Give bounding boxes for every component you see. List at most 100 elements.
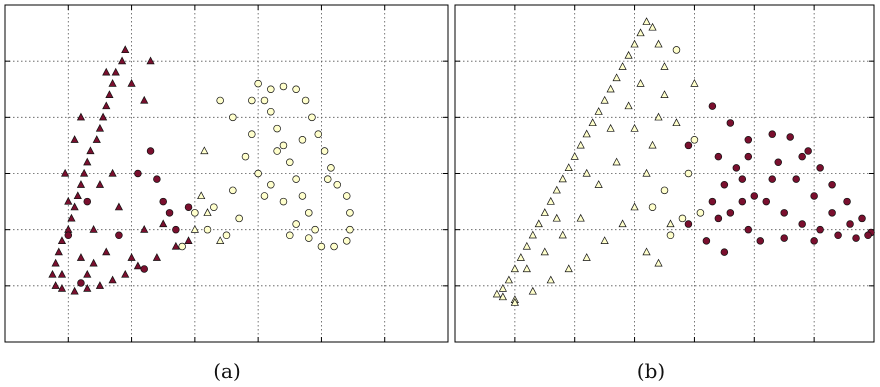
data-point-triangle (570, 152, 579, 160)
data-point-triangle (73, 191, 82, 200)
data-point-triangle (594, 180, 603, 188)
data-point-triangle (516, 253, 525, 261)
data-point-circle (279, 82, 288, 91)
data-point-triangle (83, 157, 92, 166)
data-point-triangle (108, 275, 117, 284)
data-point-circle (64, 231, 73, 240)
plot-frame (454, 4, 875, 343)
scatter-panel-b (454, 4, 875, 343)
data-point-triangle (510, 298, 519, 306)
scatter-panel-a (4, 4, 449, 343)
data-point-triangle (95, 281, 105, 289)
data-point-circle (324, 175, 332, 183)
data-point-triangle (95, 123, 105, 132)
data-point-circle (780, 209, 788, 217)
data-point-circle (292, 220, 300, 228)
data-point-triangle (612, 157, 621, 166)
data-point-circle (744, 136, 753, 144)
data-point-triangle (648, 22, 657, 31)
data-point-circle (210, 203, 218, 211)
data-point-triangle (54, 247, 63, 256)
data-point-triangle (630, 123, 639, 132)
data-point-triangle (540, 208, 549, 216)
data-point-circle (134, 169, 142, 178)
data-point-circle (346, 209, 354, 217)
data-point-triangle (76, 112, 86, 121)
data-point-triangle (534, 219, 543, 228)
data-point-triangle (105, 90, 114, 98)
data-point-circle (292, 85, 300, 93)
data-point-triangle (203, 208, 212, 216)
data-point-triangle (642, 17, 651, 25)
data-point-triangle (630, 39, 639, 48)
data-point-circle (678, 214, 687, 223)
data-point-triangle (552, 213, 561, 222)
data-point-circle (216, 96, 224, 105)
data-point-circle (286, 231, 294, 240)
data-point-triangle (216, 236, 225, 244)
data-point-circle (260, 96, 269, 105)
data-point-triangle (606, 84, 615, 93)
data-point-circle (810, 192, 818, 200)
data-point-circle (146, 147, 155, 155)
data-point-circle (762, 197, 771, 206)
data-point-circle (792, 175, 800, 183)
data-point-triangle (648, 140, 657, 149)
data-point-circle (298, 136, 307, 144)
data-point-circle (346, 225, 354, 234)
data-point-triangle (133, 261, 142, 270)
data-point-triangle (76, 253, 86, 261)
data-point-circle (292, 175, 300, 183)
data-point-triangle (618, 219, 627, 228)
data-point-circle (816, 225, 824, 234)
data-point-circle (720, 248, 729, 256)
data-point-triangle (92, 135, 101, 143)
data-point-circle (858, 214, 866, 223)
data-point-circle (342, 237, 351, 245)
data-point-circle (273, 147, 281, 155)
data-point-circle (798, 220, 806, 228)
data-point-triangle (636, 28, 645, 37)
data-point-triangle (630, 202, 639, 211)
caption-a: (a) (213, 359, 241, 383)
data-point-circle (843, 197, 851, 206)
caption-b: (b) (637, 359, 665, 383)
data-point-triangle (624, 50, 633, 59)
data-point-triangle (102, 101, 111, 110)
data-point-circle (744, 152, 753, 161)
data-point-circle (726, 209, 735, 217)
data-point-triangle (582, 129, 591, 138)
data-point-triangle (576, 213, 585, 222)
data-point-triangle (642, 168, 651, 177)
data-point-triangle (70, 135, 79, 143)
data-point-triangle (108, 168, 117, 177)
data-point-triangle (492, 289, 501, 298)
data-point-circle (191, 209, 199, 217)
data-point-circle (77, 279, 85, 287)
data-point-circle (846, 220, 854, 228)
data-point-triangle (642, 247, 651, 256)
data-point-circle (279, 141, 288, 150)
data-point-triangle (146, 56, 155, 65)
data-point-triangle (51, 258, 60, 267)
data-point-triangle (99, 112, 108, 121)
data-point-triangle (582, 168, 591, 177)
data-point-circle (140, 265, 148, 273)
data-point-triangle (618, 62, 627, 70)
data-point-circle (330, 242, 338, 251)
data-point-circle (333, 180, 342, 189)
data-point-triangle (190, 225, 199, 233)
data-point-circle (744, 225, 753, 234)
data-point-triangle (76, 180, 86, 188)
data-point-triangle (552, 185, 561, 194)
data-point-circle (83, 197, 92, 206)
data-point-triangle (522, 264, 531, 273)
data-point-circle (702, 237, 711, 245)
data-point-triangle (140, 225, 149, 233)
data-point-circle (684, 169, 693, 178)
data-point-circle (115, 231, 123, 240)
data-point-triangle (582, 253, 591, 261)
data-point-triangle (690, 78, 699, 87)
data-point-circle (298, 192, 307, 200)
data-point-triangle (564, 264, 573, 273)
